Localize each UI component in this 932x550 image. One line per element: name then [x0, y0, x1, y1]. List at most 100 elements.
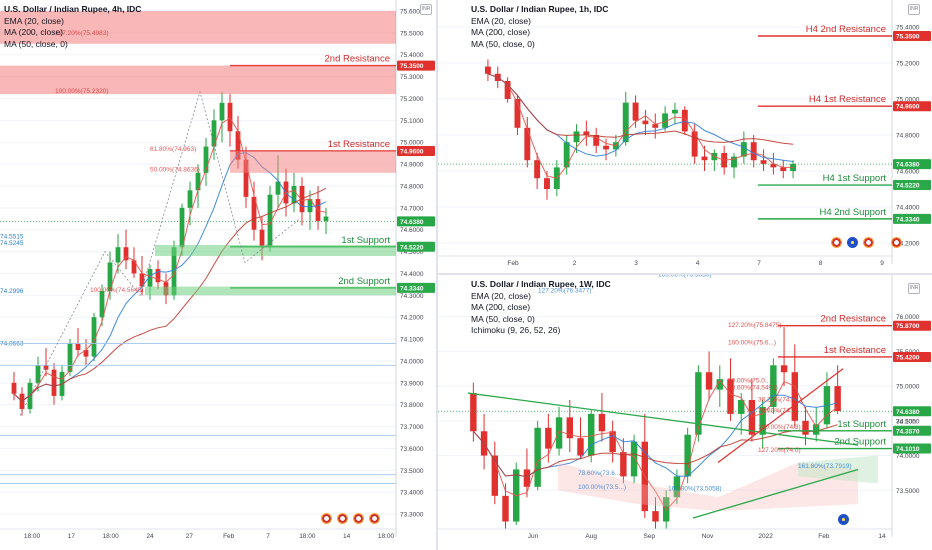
price-tag [893, 180, 931, 191]
price-tag-label: 75.4200 [896, 354, 920, 361]
chart-1w-canvas[interactable]: 76.000075.500075.000074.500074.000073.50… [438, 275, 932, 550]
candle-body [780, 365, 788, 373]
x-tick-label: Sep [644, 533, 656, 540]
legend-ema: EMA (20, close) [4, 15, 64, 26]
candle-body [681, 109, 688, 132]
price-tag-label: 74.3340 [400, 285, 424, 292]
chart-panel-1w[interactable]: 76.000075.500075.000074.500074.000073.50… [438, 275, 932, 550]
ma50-line [487, 73, 794, 162]
y-tick-label: 75.2000 [400, 96, 424, 103]
x-tick-label: 18:00 [378, 533, 395, 540]
y-tick-label: 75.4000 [896, 25, 920, 32]
us-flag-icon[interactable] [863, 237, 874, 248]
price-tag [893, 320, 931, 331]
candle-body [791, 372, 798, 421]
eu-flag-icon[interactable] [838, 514, 849, 525]
price-tag [397, 282, 435, 293]
fib-label: 38.20%(74.6...) [758, 396, 802, 403]
candle-body [701, 156, 708, 161]
candle-body [652, 124, 659, 128]
fib-label: 100.00%(73.5...) [578, 484, 626, 491]
trend-line [692, 468, 859, 519]
legend-title: U.S. Dollar / Indian Rupee, 1W, IDC [471, 279, 611, 289]
candle-body [695, 372, 702, 435]
legend-1w: U.S. Dollar / Indian Rupee, 1W, IDC EMA … [471, 279, 611, 337]
candle-body [672, 109, 678, 114]
fib-label: 127.20%(76.3477) [538, 287, 592, 294]
y-tick-label: 74.1000 [400, 337, 424, 344]
chart-4h-canvas[interactable]: 75.6000 75.5000 75.4000 75.3000 75.2000 75.10… [0, 0, 436, 550]
candle-body [780, 167, 787, 171]
last-price-tag [397, 216, 435, 227]
ichimoku-cloud [798, 455, 878, 484]
support-label: 2nd Support [834, 437, 886, 448]
price-tag [893, 351, 931, 362]
y-tick-label: 73.8000 [400, 402, 424, 409]
trend-line [467, 392, 859, 446]
support-label: 1st Support [837, 419, 886, 430]
candle-body [243, 159, 249, 197]
y-tick-label: 73.3000 [400, 512, 424, 519]
legend-ma200: MA (200, close) [4, 27, 64, 37]
candle-body [251, 196, 257, 230]
us-flag-icon[interactable] [891, 237, 902, 248]
fib-label: 78.60%(73.6...) [578, 470, 622, 477]
legend-title: U.S. Dollar / Indian Rupee, 4h, IDC [4, 4, 142, 14]
x-tick-label: 8 [819, 260, 823, 267]
y-tick-label: 74.0000 [400, 358, 424, 365]
x-tick-label: 9 [880, 260, 884, 267]
fib-label: 100.00%(74.3) [758, 424, 801, 431]
us-flag-icon[interactable] [831, 237, 842, 248]
x-tick-label: 14 [343, 533, 351, 540]
fib-label: 100.00%(76.5850) [658, 275, 712, 278]
candle-body [75, 343, 81, 350]
candle-body [524, 127, 531, 161]
candle-body [259, 229, 265, 248]
resistance-label: 2nd Resistance [821, 314, 886, 325]
candle-body [750, 142, 757, 161]
us-flag-icon[interactable] [321, 513, 332, 524]
candle-body [563, 142, 570, 168]
candle-body [171, 247, 177, 296]
chart-panel-1h[interactable]: 75.4000 75.2000 75.0000 74.8000 74.6000 74.40… [438, 0, 932, 273]
candle-body [219, 102, 225, 121]
price-tag [893, 213, 931, 224]
candle-body [716, 379, 723, 390]
y-tick-label: 75.4000 [400, 52, 424, 59]
candle-body [588, 413, 595, 456]
chart-1h-canvas[interactable]: 75.4000 75.2000 75.0000 74.8000 74.6000 74.40… [438, 0, 932, 273]
fib-label: 100.00%(74.5645) [90, 287, 144, 294]
candle-body [51, 369, 57, 396]
resistance-label: 1st Resistance [328, 139, 390, 150]
resistance-label: 2nd Resistance [325, 54, 390, 65]
price-tag [893, 443, 931, 454]
candle-body [603, 145, 609, 150]
resistance-zone [230, 150, 396, 173]
candle-body [227, 102, 233, 132]
y-tick-label: 75.0000 [896, 384, 920, 391]
candle-body [566, 417, 573, 439]
candle-body [179, 207, 185, 248]
us-flag-icon[interactable] [353, 513, 364, 524]
candle-body [705, 372, 713, 390]
x-tick-label: 24 [146, 533, 154, 540]
chart-panel-4h[interactable]: 75.6000 75.5000 75.4000 75.3000 75.2000 75.10… [0, 0, 436, 550]
x-tick-label: 3 [634, 260, 638, 267]
candle-body [834, 386, 841, 412]
y-tick-label: 74.4000 [896, 205, 920, 212]
us-flag-icon[interactable] [369, 513, 380, 524]
y-tick-label: 75.2000 [896, 61, 920, 68]
x-tick-label: 4 [696, 260, 700, 267]
fib-label: 127.20%(75.4983) [55, 30, 109, 37]
fib-label: 100.00%(75.2320) [55, 88, 109, 95]
candle-body [577, 438, 584, 456]
eu-flag-icon[interactable] [847, 237, 858, 248]
x-tick-label: Jun [528, 533, 539, 540]
us-flag-icon[interactable] [337, 513, 348, 524]
candle-body [620, 452, 627, 477]
candle-body [307, 199, 313, 213]
price-tag-label: 74.9600 [400, 148, 424, 155]
candle-body [491, 455, 498, 496]
last-price-tag [893, 159, 931, 170]
fib-label: 100.00%(75.6...) [728, 339, 776, 346]
